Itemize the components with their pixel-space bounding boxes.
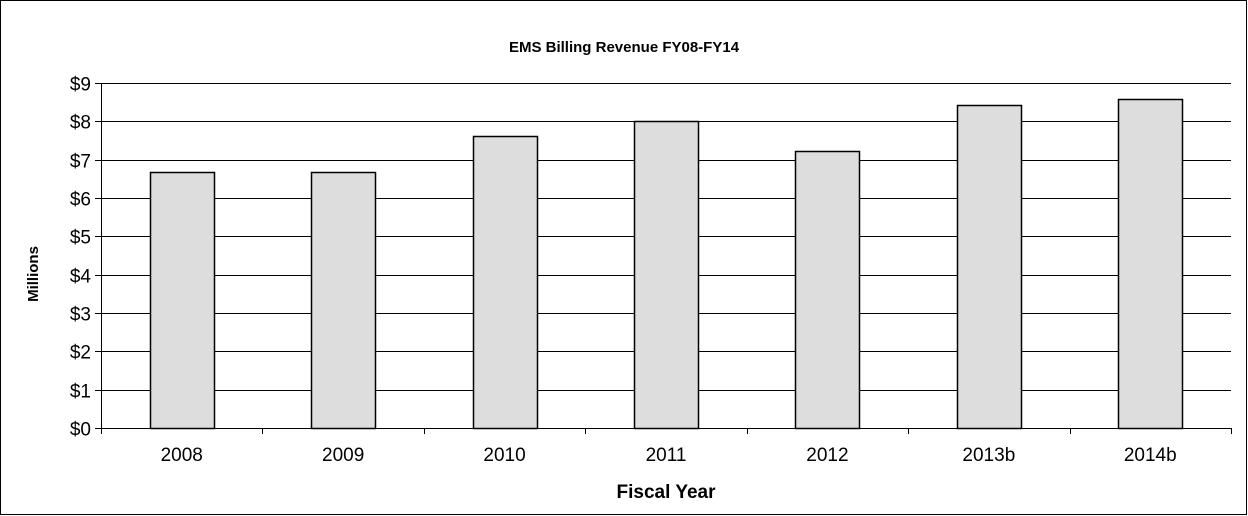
x-axis-label: Fiscal Year [617,482,717,503]
y-tick-label: $6 [70,190,91,211]
bar-2012 [794,150,861,430]
x-tick-label: 2012 [806,445,848,466]
bar-2008 [149,171,216,430]
y-tick-label: $0 [70,420,91,441]
y-tick-label: $8 [70,113,91,134]
y-tick-label: $7 [70,152,91,173]
y-tick-label: $3 [70,305,91,326]
x-tick-label: 2014b [1124,445,1177,466]
x-tick-label: 2011 [646,445,687,466]
x-tick-label: 2010 [483,445,525,466]
y-tick-label: $5 [70,228,91,249]
bar-2010 [472,135,539,430]
bar-2009 [310,171,377,430]
bar-2013b [956,104,1023,430]
y-tick-label: $4 [70,267,92,288]
chart-title: EMS Billing Revenue FY08-FY14 [509,39,740,56]
y-axis-label: Millions [25,246,42,302]
x-tick-label: 2013b [962,445,1015,466]
bar-2014b [1117,98,1184,430]
x-tick-label: 2009 [322,445,364,466]
bars [149,98,1184,430]
x-tick-label: 2008 [161,445,203,466]
bar-2011 [633,120,700,430]
y-tick-label: $9 [70,75,91,96]
y-tick-labels: $0 $1 $2 $3 $4 $5 $6 $7 $8 $9 [70,75,92,441]
axes [95,83,1232,434]
x-tick-labels: 2008 2009 2010 2011 2012 2013b 2014b [161,445,1177,466]
y-tick-label: $2 [70,343,91,364]
y-tick-label: $1 [70,382,91,403]
